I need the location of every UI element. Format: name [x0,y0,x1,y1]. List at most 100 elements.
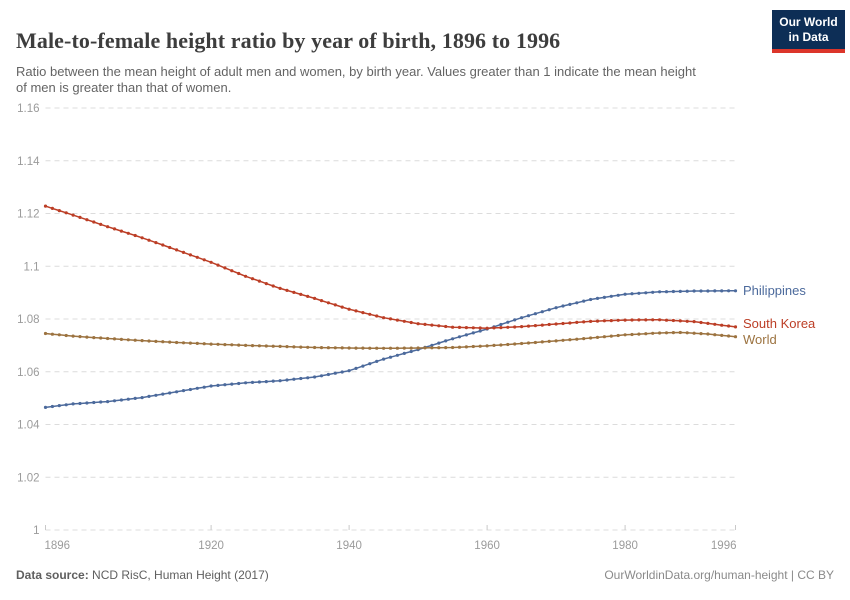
series-label-world[interactable]: World [743,331,777,347]
data-source-label: Data source: [16,568,89,582]
series-point-world [520,341,524,346]
series-point-philippines [609,294,613,298]
series-point-philippines [250,380,255,384]
series-point-world [292,345,296,349]
series-point-south-korea [57,209,61,213]
series-point-south-korea [92,220,96,224]
series-point-south-korea [388,317,393,321]
series-point-world [223,343,227,347]
series-point-world [271,344,275,348]
series-point-philippines [451,337,455,341]
series-point-philippines [589,297,593,302]
series-point-south-korea [685,319,689,323]
series-point-south-korea [520,325,524,329]
series-point-south-korea [706,321,710,325]
series-point-south-korea [727,324,731,328]
series-point-world [630,332,634,337]
series-point-world [388,346,393,350]
series-point-world [202,342,206,346]
series-point-world [699,332,703,336]
series-point-philippines [395,353,399,357]
series-point-south-korea [216,263,220,267]
y-tick-label: 1.12 [17,209,39,221]
series-point-south-korea [513,325,517,329]
series-point-south-korea [554,322,558,326]
series-label-south-korea[interactable]: South Korea [743,315,816,331]
series-point-world [540,340,544,344]
series-point-south-korea [561,321,565,326]
series-point-world [416,346,420,350]
series-point-south-korea [168,245,172,250]
series-point-south-korea [589,319,593,323]
series-point-world [430,346,434,350]
series-point-south-korea [444,324,448,329]
series-point-world [526,341,531,345]
series-point-philippines [285,378,289,382]
series-point-philippines [402,351,406,355]
series-point-philippines [582,299,586,303]
series-point-philippines [161,392,165,396]
series-point-world [112,337,117,341]
series-point-south-korea [278,286,282,290]
series-point-world [57,333,61,337]
x-tick-label: 1896 [45,540,71,552]
series-point-world [216,342,220,346]
series-point-world [492,343,496,347]
series-point-south-korea [471,326,475,330]
series-point-world [664,331,669,335]
series-point-south-korea [299,292,303,296]
series-point-philippines [499,322,503,327]
series-point-world [333,346,337,350]
series-point-world [651,331,655,335]
series-point-world [409,346,413,350]
series-point-world [361,346,365,350]
series-point-world [547,339,551,343]
data-source-value: NCD RisC, Human Height (2017) [92,568,269,582]
y-tick-label: 1.1 [24,261,40,273]
series-point-philippines [340,370,344,374]
series-point-south-korea [540,323,544,327]
series-point-world [395,346,399,350]
series-point-world [181,341,186,345]
series-point-south-korea [140,236,144,240]
series-point-south-korea [692,320,696,324]
series-point-south-korea [616,318,620,322]
series-point-philippines [43,405,48,409]
series-point-philippines [478,329,482,333]
series-point-south-korea [195,255,199,259]
series-point-philippines [506,320,510,324]
citation-link[interactable]: OurWorldinData.org/human-height | CC BY [604,568,834,582]
series-point-south-korea [223,266,227,270]
series-point-world [478,344,482,348]
series-point-philippines [658,290,662,294]
series-point-world [71,334,75,338]
series-point-philippines [50,404,55,409]
series-point-philippines [733,289,738,293]
series-point-south-korea [664,318,669,322]
series-point-world [50,332,55,336]
series-point-south-korea [368,312,372,316]
series-point-world [188,341,192,345]
series-point-philippines [354,366,358,370]
series-point-south-korea [188,253,192,257]
series-point-world [720,333,724,337]
series-point-world [733,335,738,339]
series-point-philippines [319,374,324,378]
series-point-south-korea [181,250,186,254]
series-point-philippines [195,386,199,390]
series-point-south-korea [230,269,234,273]
series-point-world [616,333,620,338]
series-point-south-korea [658,318,662,322]
series-point-philippines [637,291,641,295]
chart-footer: Data source: NCD RisC, Human Height (201… [16,568,834,582]
series-point-south-korea [430,323,434,327]
series-point-philippines [616,293,620,297]
series-point-south-korea [237,271,241,276]
series-point-philippines [313,375,317,379]
series-point-philippines [299,376,303,381]
series-label-philippines[interactable]: Philippines [743,282,806,298]
y-tick-label: 1 [33,525,39,537]
y-tick-label: 1.06 [17,367,39,379]
